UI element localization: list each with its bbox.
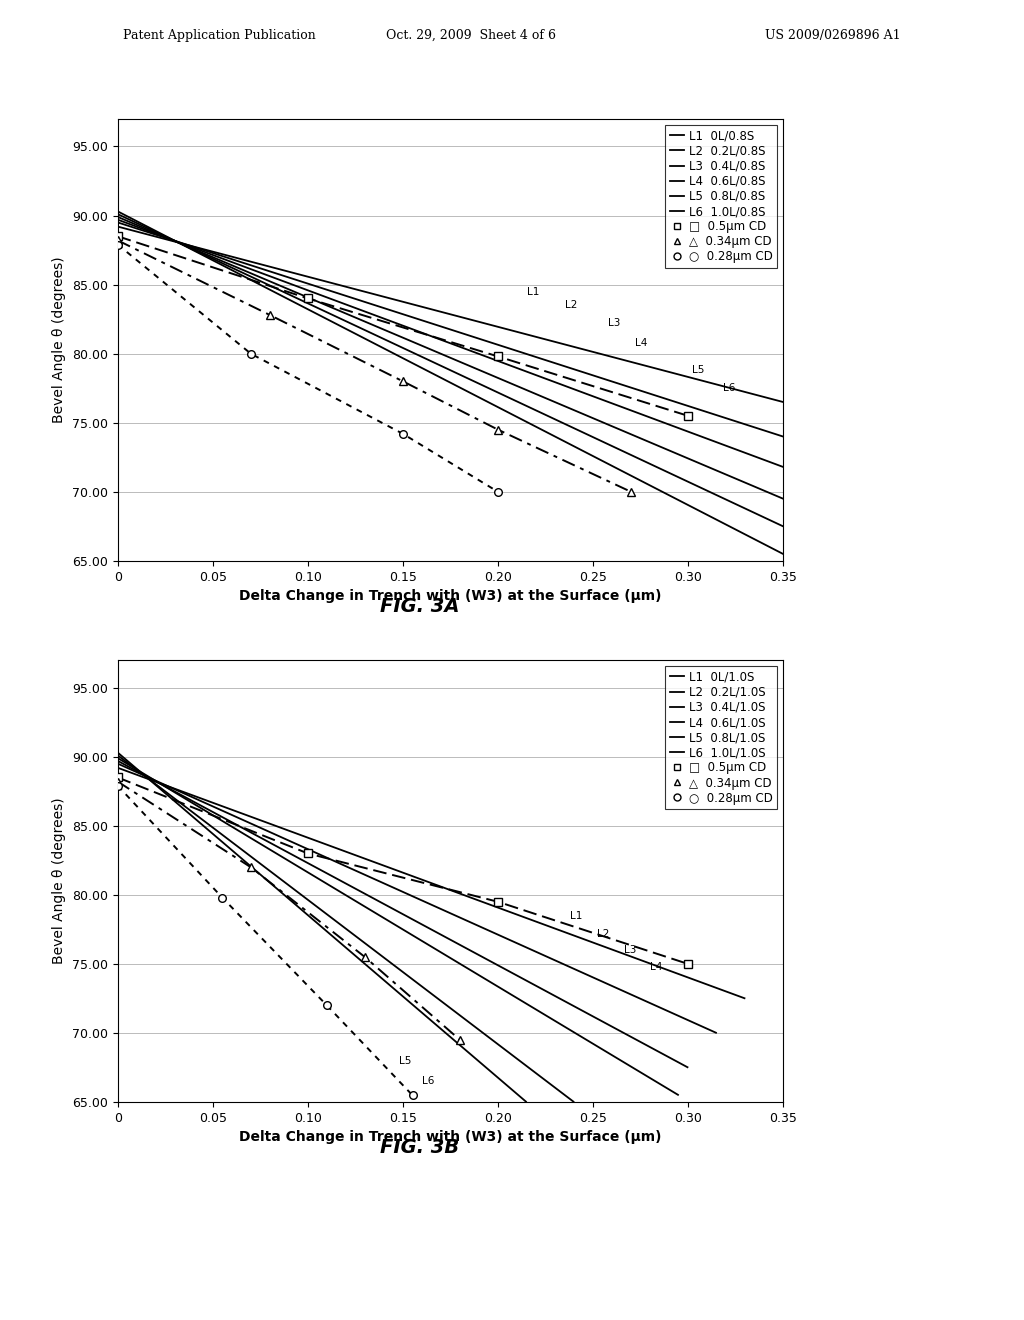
Text: L1: L1 [526,286,539,297]
Text: L2: L2 [597,928,609,939]
Text: US 2009/0269896 A1: US 2009/0269896 A1 [766,29,901,42]
Legend: L1  0L/0.8S, L2  0.2L/0.8S, L3  0.4L/0.8S, L4  0.6L/0.8S, L5  0.8L/0.8S, L6  1.0: L1 0L/0.8S, L2 0.2L/0.8S, L3 0.4L/0.8S, … [666,124,777,268]
Y-axis label: Bevel Angle θ (degrees): Bevel Angle θ (degrees) [52,797,67,965]
Text: L4: L4 [650,962,663,972]
Text: L4: L4 [635,338,647,347]
Text: L3: L3 [608,318,621,329]
Text: L3: L3 [624,945,636,956]
Text: L6: L6 [723,383,735,393]
Text: L2: L2 [564,301,578,310]
Text: Patent Application Publication: Patent Application Publication [123,29,315,42]
Text: L5: L5 [399,1056,412,1065]
Text: L5: L5 [692,366,705,375]
X-axis label: Delta Change in Trench with (W3) at the Surface (μm): Delta Change in Trench with (W3) at the … [240,589,662,603]
Y-axis label: Bevel Angle θ (degrees): Bevel Angle θ (degrees) [52,256,67,424]
Text: FIG. 3A: FIG. 3A [380,597,460,615]
Text: Oct. 29, 2009  Sheet 4 of 6: Oct. 29, 2009 Sheet 4 of 6 [386,29,556,42]
Text: FIG. 3B: FIG. 3B [380,1138,460,1156]
Text: L6: L6 [422,1077,434,1086]
Text: L1: L1 [570,911,583,920]
X-axis label: Delta Change in Trench with (W3) at the Surface (μm): Delta Change in Trench with (W3) at the … [240,1130,662,1144]
Legend: L1  0L/1.0S, L2  0.2L/1.0S, L3  0.4L/1.0S, L4  0.6L/1.0S, L5  0.8L/1.0S, L6  1.0: L1 0L/1.0S, L2 0.2L/1.0S, L3 0.4L/1.0S, … [666,665,777,809]
